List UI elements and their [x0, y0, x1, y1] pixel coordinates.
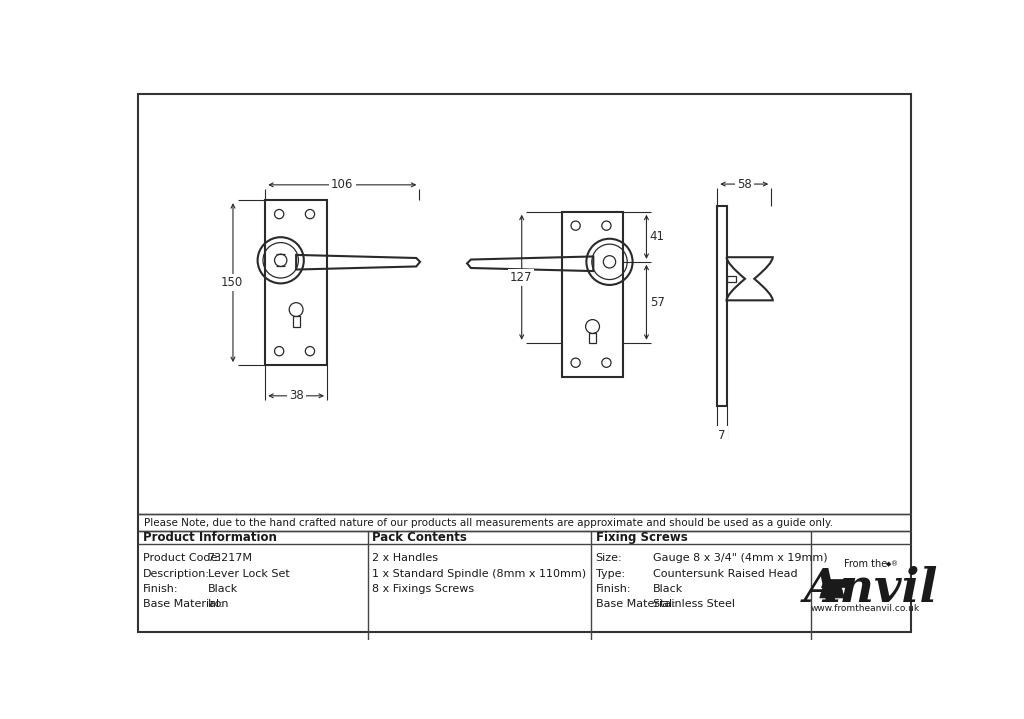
- Text: Black: Black: [652, 584, 683, 594]
- Text: Please Note, due to the hand crafted nature of our products all measurements are: Please Note, due to the hand crafted nat…: [144, 518, 834, 528]
- Text: 1 x Standard Spindle (8mm x 110mm): 1 x Standard Spindle (8mm x 110mm): [373, 569, 587, 579]
- Text: 57: 57: [650, 296, 665, 308]
- Text: Base Material:: Base Material:: [143, 600, 222, 610]
- Text: 106: 106: [331, 178, 353, 191]
- Polygon shape: [821, 580, 848, 587]
- Text: Fixing Screws: Fixing Screws: [596, 531, 687, 544]
- Text: Anvil: Anvil: [803, 567, 938, 613]
- Text: From the: From the: [844, 559, 887, 569]
- Text: www.fromtheanvil.co.uk: www.fromtheanvil.co.uk: [811, 604, 920, 613]
- Text: 8 x Fixings Screws: 8 x Fixings Screws: [373, 584, 474, 594]
- Text: ◆: ◆: [886, 561, 891, 567]
- Text: ®: ®: [891, 561, 898, 567]
- Text: Finish:: Finish:: [596, 584, 631, 594]
- Text: 41: 41: [650, 230, 665, 243]
- Text: Finish:: Finish:: [143, 584, 178, 594]
- Text: Pack Contents: Pack Contents: [373, 531, 467, 544]
- Text: 38: 38: [289, 389, 303, 403]
- Text: Product Code:: Product Code:: [143, 554, 221, 563]
- Text: 2 x Handles: 2 x Handles: [373, 554, 438, 563]
- Text: Iron: Iron: [208, 600, 229, 610]
- Text: Description:: Description:: [143, 569, 210, 579]
- Text: Countersunk Raised Head: Countersunk Raised Head: [652, 569, 798, 579]
- Text: 58: 58: [737, 178, 752, 191]
- Text: Stainless Steel: Stainless Steel: [652, 600, 734, 610]
- Text: 150: 150: [221, 276, 244, 289]
- Text: Size:: Size:: [596, 554, 623, 563]
- Text: Type:: Type:: [596, 569, 625, 579]
- Polygon shape: [819, 587, 845, 598]
- Text: Base Material:: Base Material:: [596, 600, 676, 610]
- Text: Gauge 8 x 3/4" (4mm x 19mm): Gauge 8 x 3/4" (4mm x 19mm): [652, 554, 827, 563]
- Text: Black: Black: [208, 584, 238, 594]
- Text: Product Information: Product Information: [143, 531, 276, 544]
- Text: Lever Lock Set: Lever Lock Set: [208, 569, 290, 579]
- Text: 73217M: 73217M: [208, 554, 253, 563]
- Text: 127: 127: [510, 271, 532, 284]
- Text: 7: 7: [718, 429, 726, 441]
